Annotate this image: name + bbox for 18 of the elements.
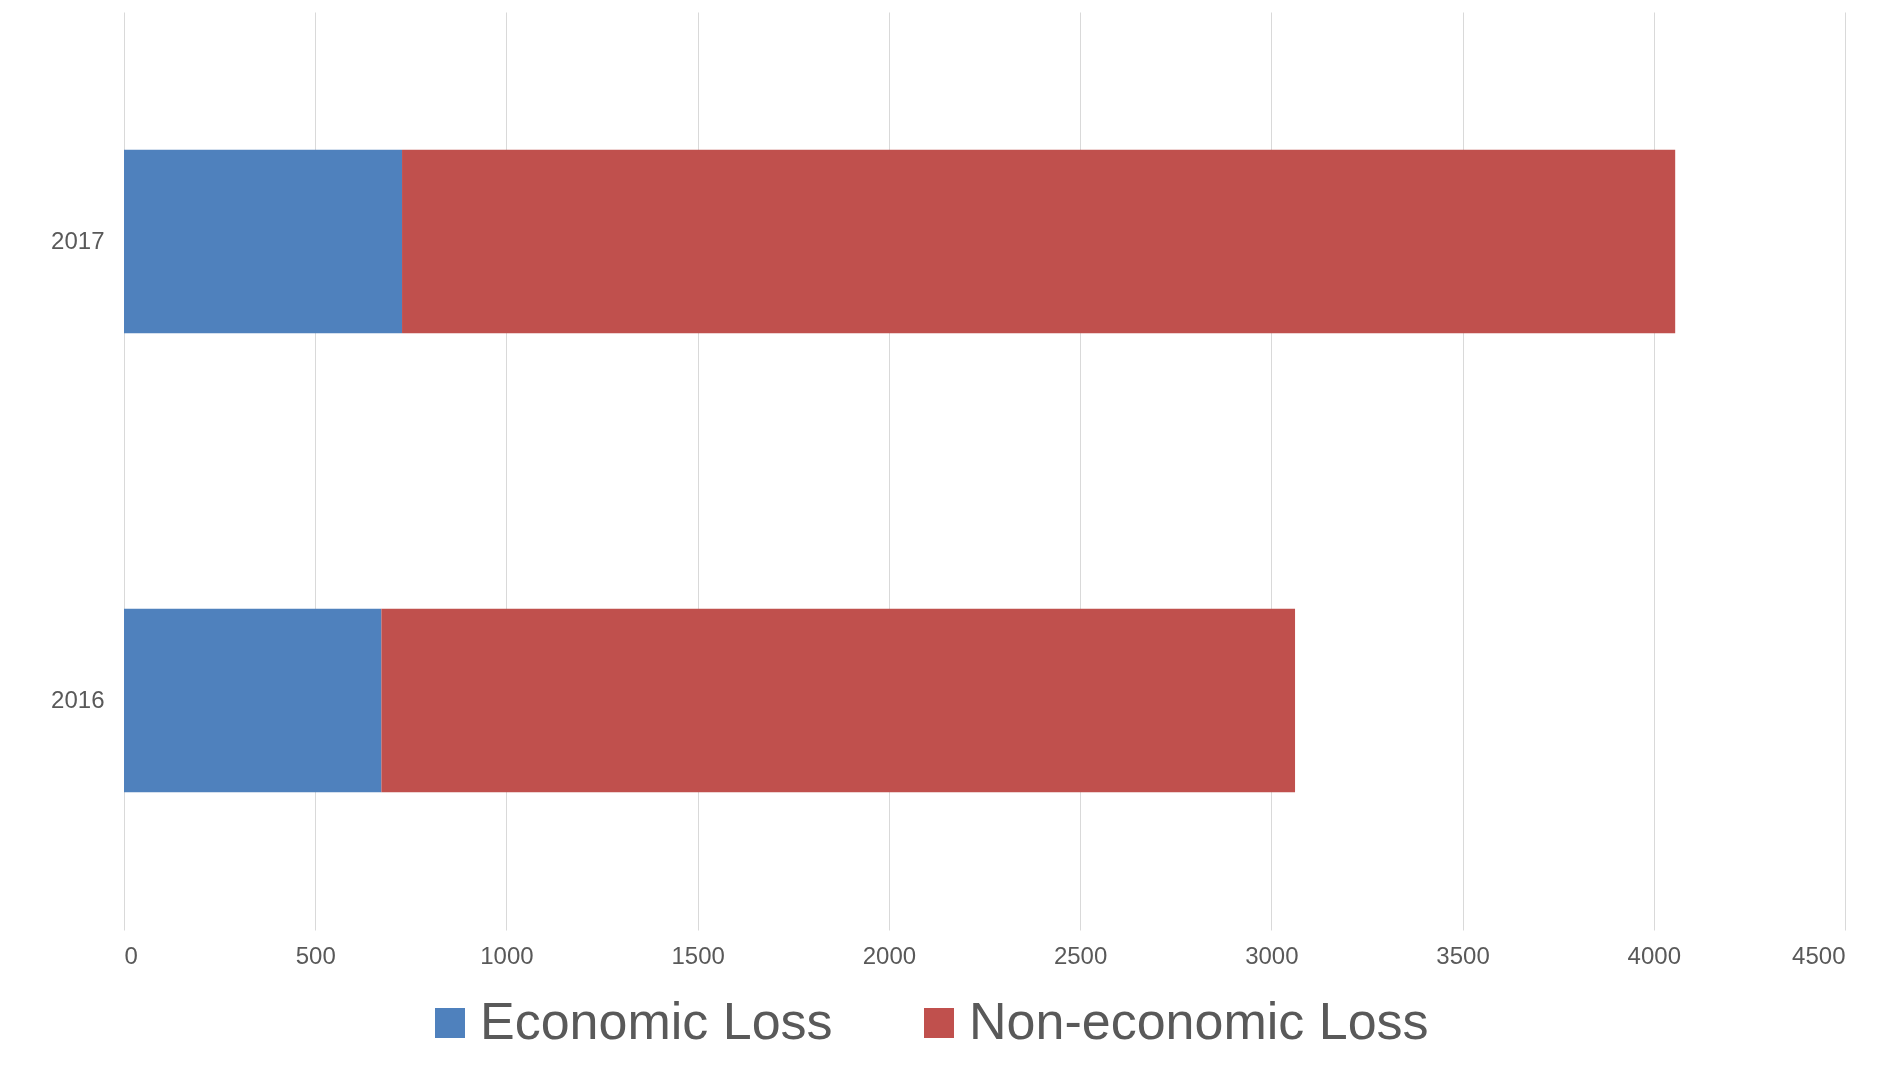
- bar: [402, 149, 1676, 334]
- bar: [124, 149, 403, 334]
- x-tick-label: 0: [124, 941, 138, 969]
- y-tick-label: 2017: [51, 226, 105, 254]
- y-tick-label: 2016: [51, 685, 105, 713]
- x-tick-label: 500: [295, 941, 336, 969]
- x-tick-label: 2500: [1053, 941, 1108, 969]
- x-tick-label: 1500: [671, 941, 725, 969]
- x-tick-label: 1000: [480, 941, 534, 969]
- bar: [381, 608, 1296, 793]
- x-tick-label: 4000: [1627, 941, 1681, 969]
- x-tick-label: 4500: [1792, 941, 1846, 969]
- x-tick-label: 2000: [862, 941, 917, 969]
- x-tick-label: 3000: [1245, 941, 1299, 969]
- legend-label: Economic Loss: [480, 992, 833, 1050]
- x-tick-label: 3500: [1436, 941, 1490, 969]
- legend-label: Non-economic Loss: [969, 992, 1429, 1050]
- bar: [124, 608, 382, 793]
